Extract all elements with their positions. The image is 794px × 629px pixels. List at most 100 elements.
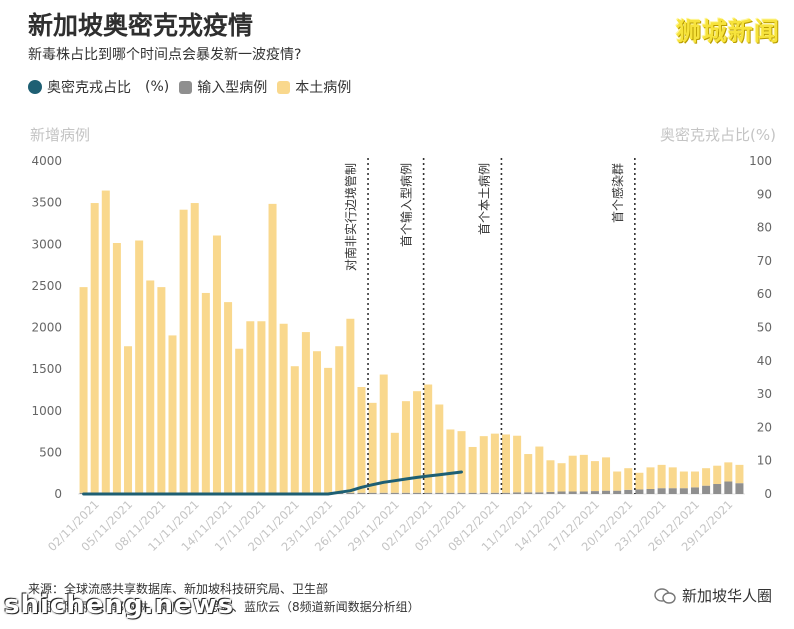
bar-local <box>690 471 699 488</box>
bar-local <box>457 431 466 493</box>
bar-local <box>702 468 711 486</box>
wechat-account-name: 新加坡华人圈 <box>681 587 772 605</box>
bar-local <box>212 235 221 493</box>
bar-local <box>313 351 322 493</box>
y-tick-right: 50 <box>757 321 772 335</box>
bar-local <box>135 240 144 493</box>
bar-local <box>557 463 566 492</box>
bar-imported <box>646 489 655 494</box>
cases-chart: 0 500 1000 1500 2000 2500 3000 3500 4000 0 10 20 30 4… <box>31 154 772 554</box>
bar-local <box>401 401 410 493</box>
bar-local <box>246 321 255 493</box>
bar-local <box>424 384 433 493</box>
bar-imported <box>713 484 722 494</box>
y-tick-left: 3500 <box>31 196 62 210</box>
legend-item-imported: 输入型病例 <box>179 77 267 97</box>
bar-local <box>268 203 277 493</box>
bar-local <box>179 209 188 493</box>
legend-item-omicron: 奥密克戎占比 (%) <box>28 77 169 97</box>
bar-imported <box>702 485 711 494</box>
annotation-label: 首个本土病例 <box>476 163 491 235</box>
bar-local <box>735 464 744 484</box>
bar-local <box>290 366 299 493</box>
bar-local <box>346 318 355 493</box>
bar-imported <box>513 492 522 494</box>
bar-imported <box>679 488 688 494</box>
bar-local <box>368 402 377 493</box>
bar-local <box>224 302 233 493</box>
bar-local <box>513 435 522 493</box>
bar-local <box>624 468 633 490</box>
bar-local <box>413 391 422 493</box>
bar-imported <box>357 492 366 494</box>
y-tick-right: 60 <box>757 287 772 301</box>
y-tick-left: 2500 <box>31 279 62 293</box>
y-tick-left: 3000 <box>31 237 62 251</box>
bar-local <box>535 446 544 493</box>
bar-imported <box>657 488 666 494</box>
y-tick-left: 1500 <box>31 362 62 376</box>
bar-local <box>579 454 588 492</box>
bar-local <box>168 335 177 493</box>
bar-imported <box>535 492 544 494</box>
bar-local <box>157 287 166 493</box>
bar-imported <box>624 489 633 494</box>
annotation-label: 对南非实行边境管制 <box>343 163 358 271</box>
bar-imported <box>401 492 410 494</box>
bar-imported <box>524 492 533 494</box>
bar-imported <box>613 490 622 494</box>
y-tick-right: 90 <box>757 187 772 201</box>
legend-swatch-omicron <box>28 80 42 94</box>
bar-local <box>657 464 666 489</box>
bar-local <box>112 243 121 493</box>
bar-local <box>568 455 577 492</box>
bar-local <box>301 332 310 493</box>
y-tick-right: 40 <box>757 354 772 368</box>
bar-imported <box>446 492 455 494</box>
legend-label-omicron: 奥密克戎占比 <box>47 80 131 96</box>
bar-imported <box>690 487 699 494</box>
bar-local <box>324 367 333 493</box>
bar-local <box>201 292 210 493</box>
bar-imported <box>724 481 733 494</box>
bar-local <box>479 436 488 493</box>
y-tick-right: 10 <box>757 454 772 468</box>
bar-local <box>335 346 344 493</box>
chart-legend: 奥密克戎占比 (%) 输入型病例 本土病例 <box>28 77 361 97</box>
bar-imported <box>735 483 744 494</box>
y-tick-right: 0 <box>764 487 772 501</box>
bar-imported <box>668 488 677 494</box>
bar-imported <box>424 492 433 494</box>
bar-local <box>501 434 510 493</box>
annotation-label: 首个感染群 <box>610 163 625 223</box>
bar-local <box>524 454 533 493</box>
page-title: 新加坡奥密克戎疫情 <box>28 11 254 40</box>
legend-label-local: 本土病例 <box>295 80 352 96</box>
bar-local <box>590 461 599 492</box>
bar-imported <box>546 491 555 494</box>
y-tick-right: 30 <box>757 387 772 401</box>
bar-local <box>435 404 444 493</box>
y-tick-left: 2000 <box>31 321 62 335</box>
bar-local <box>446 429 455 493</box>
y-tick-right: 20 <box>757 420 772 434</box>
y-tick-left: 500 <box>39 445 62 459</box>
bar-local <box>468 446 477 493</box>
bar-imported <box>579 491 588 494</box>
bar-local <box>257 321 266 493</box>
bar-imported <box>457 492 466 494</box>
brand-logo: 狮城新闻 <box>675 17 780 46</box>
bar-local <box>668 467 677 489</box>
bar-local <box>190 203 199 493</box>
y-tick-left: 4000 <box>31 154 62 168</box>
bar-local <box>490 433 499 493</box>
credits-note: 制图：陈丽玲、郭丽琳、郑欣、陈思璇、蓝欣云（8频道新闻数据分析组） <box>28 600 420 614</box>
bar-local <box>146 280 155 493</box>
bar-imported <box>602 490 611 494</box>
bar-local <box>646 467 655 490</box>
bar-imported <box>590 491 599 494</box>
bar-imported <box>501 492 510 494</box>
bar-local <box>124 346 133 493</box>
source-note: 来源：全球流感共享数据库、新加坡科技研究局、卫生部 <box>28 582 329 596</box>
bar-local <box>79 287 88 493</box>
